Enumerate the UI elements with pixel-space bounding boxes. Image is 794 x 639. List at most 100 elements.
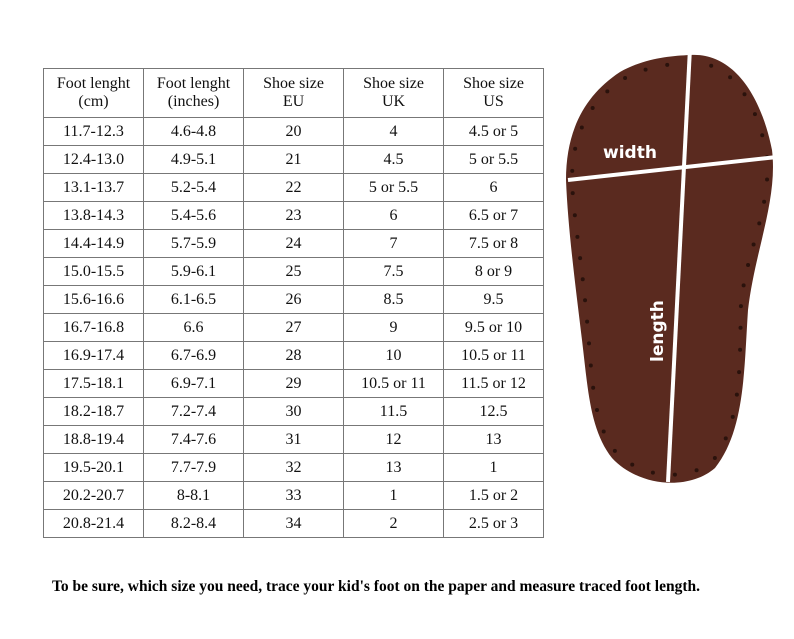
cell: 4.5 or 5 <box>443 117 544 146</box>
hole <box>605 89 610 94</box>
hole <box>665 62 670 67</box>
hole <box>590 106 595 111</box>
row: 16.7-16.8 6.6 27 9 9.5 or 10 <box>43 313 544 342</box>
cell: 13 <box>343 453 444 482</box>
cell: 14.4-14.9 <box>43 229 144 258</box>
header-line: (cm) <box>78 93 109 110</box>
cell: 8 or 9 <box>443 257 544 286</box>
hole <box>580 277 585 282</box>
hole <box>742 92 747 97</box>
row: 18.8-19.4 7.4-7.6 31 12 13 <box>43 425 544 454</box>
footer-note: To be sure, which size you need, trace y… <box>52 578 700 595</box>
cell: 18.8-19.4 <box>43 425 144 454</box>
hole <box>765 177 770 182</box>
hole <box>762 199 767 204</box>
hole <box>738 325 743 330</box>
cell: 1 <box>443 453 544 482</box>
width-label: width <box>603 143 657 163</box>
cell: 28 <box>243 341 344 370</box>
cell: 19.5-20.1 <box>43 453 144 482</box>
cell: 8-8.1 <box>143 481 244 510</box>
cell: 11.5 or 12 <box>443 369 544 398</box>
cell: 29 <box>243 369 344 398</box>
header-line: Shoe size <box>463 75 524 92</box>
hole <box>587 341 592 346</box>
cell: 4.9-5.1 <box>143 145 244 174</box>
hole <box>591 385 596 390</box>
cell: 24 <box>243 229 344 258</box>
cell: 6 <box>443 173 544 202</box>
cell: 20.2-20.7 <box>43 481 144 510</box>
cell: 9.5 or 10 <box>443 313 544 342</box>
hole <box>583 298 588 303</box>
header-cell: Shoe size US <box>443 68 544 118</box>
hole <box>730 414 735 419</box>
header-line: Shoe size <box>363 75 424 92</box>
hole <box>630 462 635 467</box>
row: 15.0-15.5 5.9-6.1 25 7.5 8 or 9 <box>43 257 544 286</box>
cell: 6.7-6.9 <box>143 341 244 370</box>
row: 17.5-18.1 6.9-7.1 29 10.5 or 11 11.5 or 12 <box>43 369 544 398</box>
hole <box>672 472 677 477</box>
hole <box>575 234 580 239</box>
hole <box>643 67 648 72</box>
cell: 12.5 <box>443 397 544 426</box>
hole <box>757 221 762 226</box>
hole <box>588 363 593 368</box>
cell: 2.5 or 3 <box>443 509 544 538</box>
cell: 20.8-21.4 <box>43 509 144 538</box>
cell: 10.5 or 11 <box>443 341 544 370</box>
hole <box>760 133 765 138</box>
cell: 34 <box>243 509 344 538</box>
header-row: Foot lenght (cm) Foot lenght (inches) Shoe s… <box>43 68 544 118</box>
size-table: Foot lenght (cm) Foot lenght (inches) Shoe s… <box>43 68 544 538</box>
hole <box>694 468 699 473</box>
cell: 8.2-8.4 <box>143 509 244 538</box>
hole <box>573 146 578 151</box>
header-line: (inches) <box>167 93 220 110</box>
row: 18.2-18.7 7.2-7.4 30 11.5 12.5 <box>43 397 544 426</box>
cell: 4 <box>343 117 444 146</box>
cell: 6.5 or 7 <box>443 201 544 230</box>
header-line: Foot lenght <box>156 75 231 92</box>
cell: 5.7-5.9 <box>143 229 244 258</box>
length-line <box>666 47 692 483</box>
cell: 30 <box>243 397 344 426</box>
hole <box>585 319 590 324</box>
cell: 33 <box>243 481 344 510</box>
hole <box>572 213 577 218</box>
hole <box>752 112 757 117</box>
hole <box>723 436 728 441</box>
cell: 7.7-7.9 <box>143 453 244 482</box>
hole <box>751 242 756 247</box>
cell: 15.0-15.5 <box>43 257 144 286</box>
cell: 21 <box>243 145 344 174</box>
row: 19.5-20.1 7.7-7.9 32 13 1 <box>43 453 544 482</box>
row: 13.1-13.7 5.2-5.4 22 5 or 5.5 6 <box>43 173 544 202</box>
cell: 1.5 or 2 <box>443 481 544 510</box>
header-line: US <box>483 93 504 110</box>
hole <box>738 347 743 352</box>
row: 20.8-21.4 8.2-8.4 34 2 2.5 or 3 <box>43 509 544 538</box>
header-cell: Foot lenght (inches) <box>143 68 244 118</box>
hole <box>734 392 739 397</box>
header-line: UK <box>381 93 406 110</box>
cell: 11.5 <box>343 397 444 426</box>
hole <box>650 470 655 475</box>
cell: 8.5 <box>343 285 444 314</box>
header-cell: Shoe size EU <box>243 68 344 118</box>
hole <box>623 76 628 81</box>
hole <box>728 75 733 80</box>
stitch-holes <box>570 60 770 477</box>
cell: 6.9-7.1 <box>143 369 244 398</box>
header-cell: Foot lenght (cm) <box>43 68 144 118</box>
cell: 9 <box>343 313 444 342</box>
row: 15.6-16.6 6.1-6.5 26 8.5 9.5 <box>43 285 544 314</box>
hole <box>578 256 583 261</box>
hole <box>737 370 742 375</box>
cell: 2 <box>343 509 444 538</box>
hole <box>746 263 751 268</box>
hole <box>601 429 606 434</box>
